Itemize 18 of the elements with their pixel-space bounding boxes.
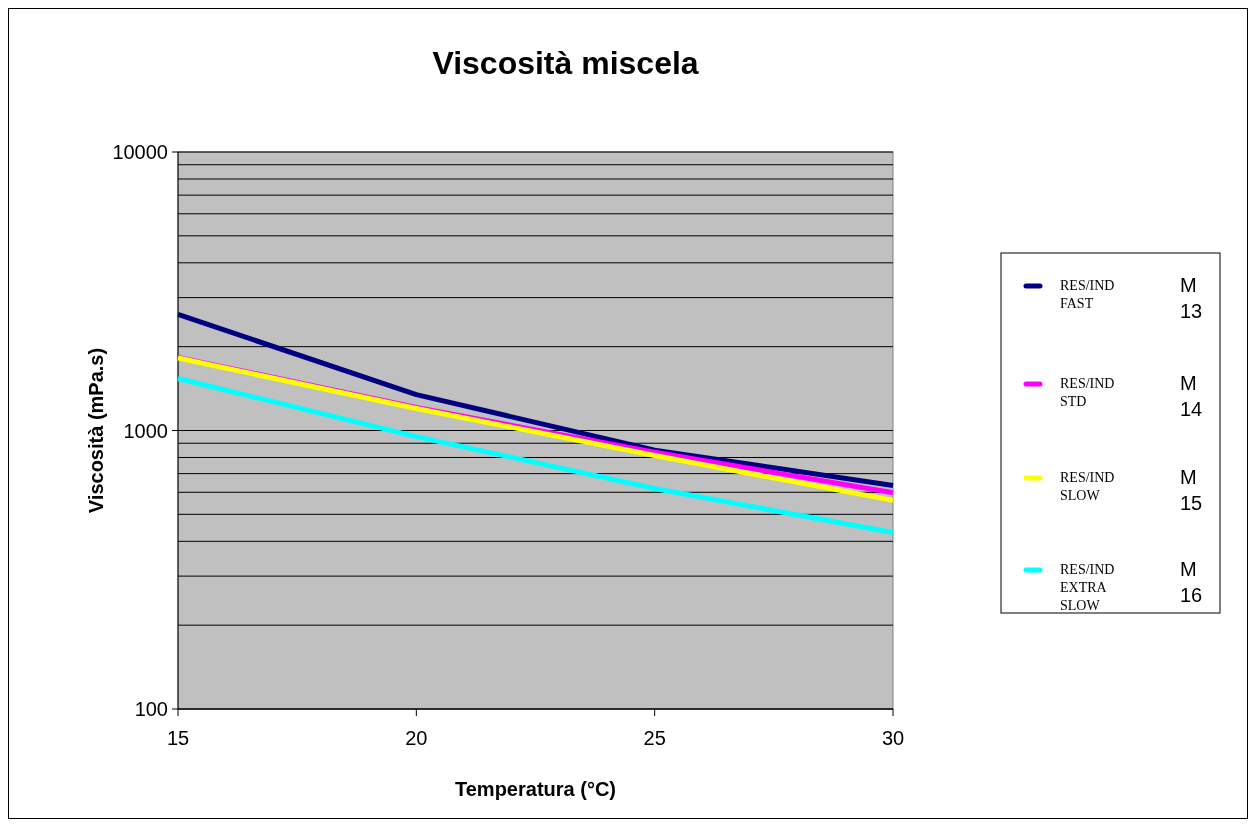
legend-label: RES/IND FAST bbox=[1060, 278, 1115, 311]
legend-label: RES/IND SLOW bbox=[1060, 470, 1115, 503]
chart-title: Viscosità miscela bbox=[432, 45, 699, 81]
legend-label: RES/IND STD bbox=[1060, 376, 1115, 409]
x-tick-label: 25 bbox=[643, 727, 666, 749]
x-tick-label: 20 bbox=[405, 727, 428, 749]
y-axis-title: Viscosità (mPa.s) bbox=[85, 347, 107, 514]
text: M14 bbox=[1180, 372, 1203, 420]
text: M13 bbox=[1180, 274, 1203, 322]
y-tick-label: 1000 bbox=[123, 419, 168, 442]
text: M16 bbox=[1180, 558, 1203, 606]
legend-label: RES/IND EXTRA SLOW bbox=[1060, 562, 1115, 613]
text: M15 bbox=[1180, 466, 1203, 514]
y-tick-label: 100 bbox=[134, 698, 168, 720]
y-tick-label: 10000 bbox=[112, 141, 168, 163]
x-tick-label: 15 bbox=[166, 727, 190, 749]
x-axis-title: Temperatura (°C) bbox=[455, 778, 616, 800]
x-tick-label: 30 bbox=[881, 727, 905, 749]
